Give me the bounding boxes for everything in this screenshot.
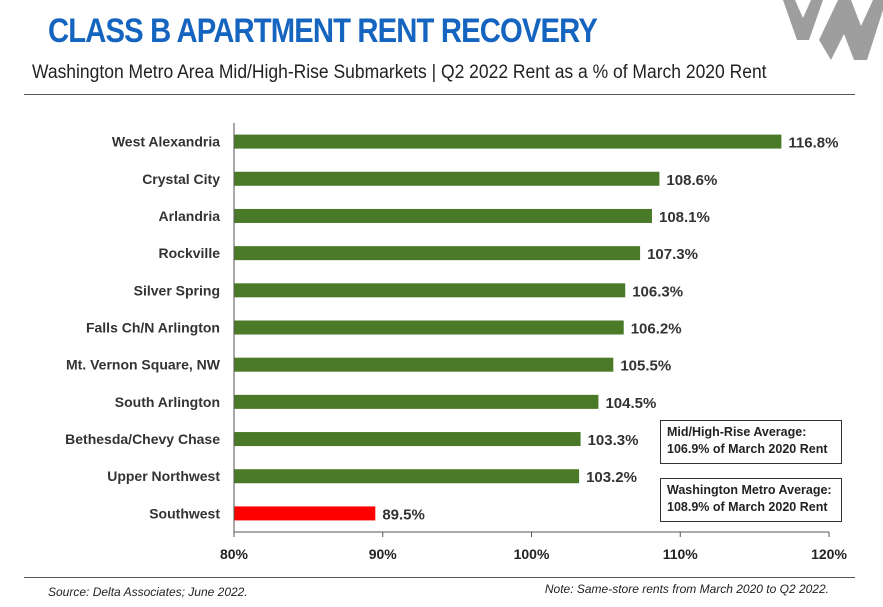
metro-average-box: Washington Metro Average: 108.9% of Marc… [660, 478, 842, 522]
value-label: 104.5% [605, 395, 656, 412]
value-label: 116.8% [788, 135, 838, 152]
bar-bethesda-chevy-chase [234, 432, 581, 447]
category-label: Upper Northwest [107, 468, 220, 484]
source-note: Source: Delta Associates; June 2022. [48, 585, 248, 599]
bar-south-arlington [234, 394, 599, 409]
header-divider [24, 94, 855, 95]
category-label: Bethesda/Chevy Chase [65, 431, 220, 447]
bar-falls-ch-n-arlington [234, 320, 624, 335]
bar-southwest [234, 506, 376, 521]
bar-crystal-city [234, 171, 660, 186]
bar-upper-northwest [234, 469, 580, 484]
category-label: West Alexandria [112, 134, 220, 150]
mid-high-average-title: Mid/High-Rise Average: [667, 425, 807, 439]
footnote: Note: Same-store rents from March 2020 t… [544, 582, 829, 596]
metro-average-title: Washington Metro Average: [667, 483, 832, 497]
value-label: 103.3% [588, 432, 639, 449]
chart-subtitle: Washington Metro Area Mid/High-Rise Subm… [32, 62, 767, 83]
x-tick-label: 110% [663, 546, 699, 562]
category-label: Falls Ch/N Arlington [86, 320, 220, 336]
metro-average-value: 108.9% of March 2020 Rent [667, 500, 828, 514]
x-tick-label: 120% [811, 546, 847, 562]
category-label: Southwest [149, 505, 220, 521]
value-label: 107.3% [647, 246, 698, 263]
x-tick-label: 80% [220, 546, 249, 562]
category-label: Crystal City [142, 171, 220, 187]
value-label: 106.3% [632, 283, 683, 300]
bar-mt-vernon-square-nw [234, 357, 614, 372]
category-label: South Arlington [115, 394, 220, 410]
mid-high-average-box: Mid/High-Rise Average: 106.9% of March 2… [660, 420, 842, 464]
bar-arlandria [234, 208, 652, 223]
value-label: 105.5% [620, 358, 671, 375]
value-label: 103.2% [586, 469, 637, 486]
watermark-logo [783, 0, 883, 60]
x-tick-label: 90% [369, 546, 398, 562]
value-label: 89.5% [382, 506, 425, 523]
chart-title: CLASS B APARTMENT RENT RECOVERY [48, 12, 598, 50]
footer-divider [24, 577, 855, 578]
bar-rockville [234, 246, 641, 261]
mid-high-average-value: 106.9% of March 2020 Rent [667, 442, 828, 456]
value-label: 108.6% [666, 172, 717, 189]
x-tick-label: 100% [514, 546, 550, 562]
bar-west-alexandria [234, 134, 782, 149]
value-label: 108.1% [659, 209, 710, 226]
category-label: Mt. Vernon Square, NW [66, 357, 221, 373]
value-label: 106.2% [631, 321, 682, 338]
category-label: Arlandria [159, 208, 221, 224]
category-label: Silver Spring [134, 282, 220, 298]
category-label: Rockville [159, 245, 221, 261]
bar-silver-spring [234, 283, 626, 298]
